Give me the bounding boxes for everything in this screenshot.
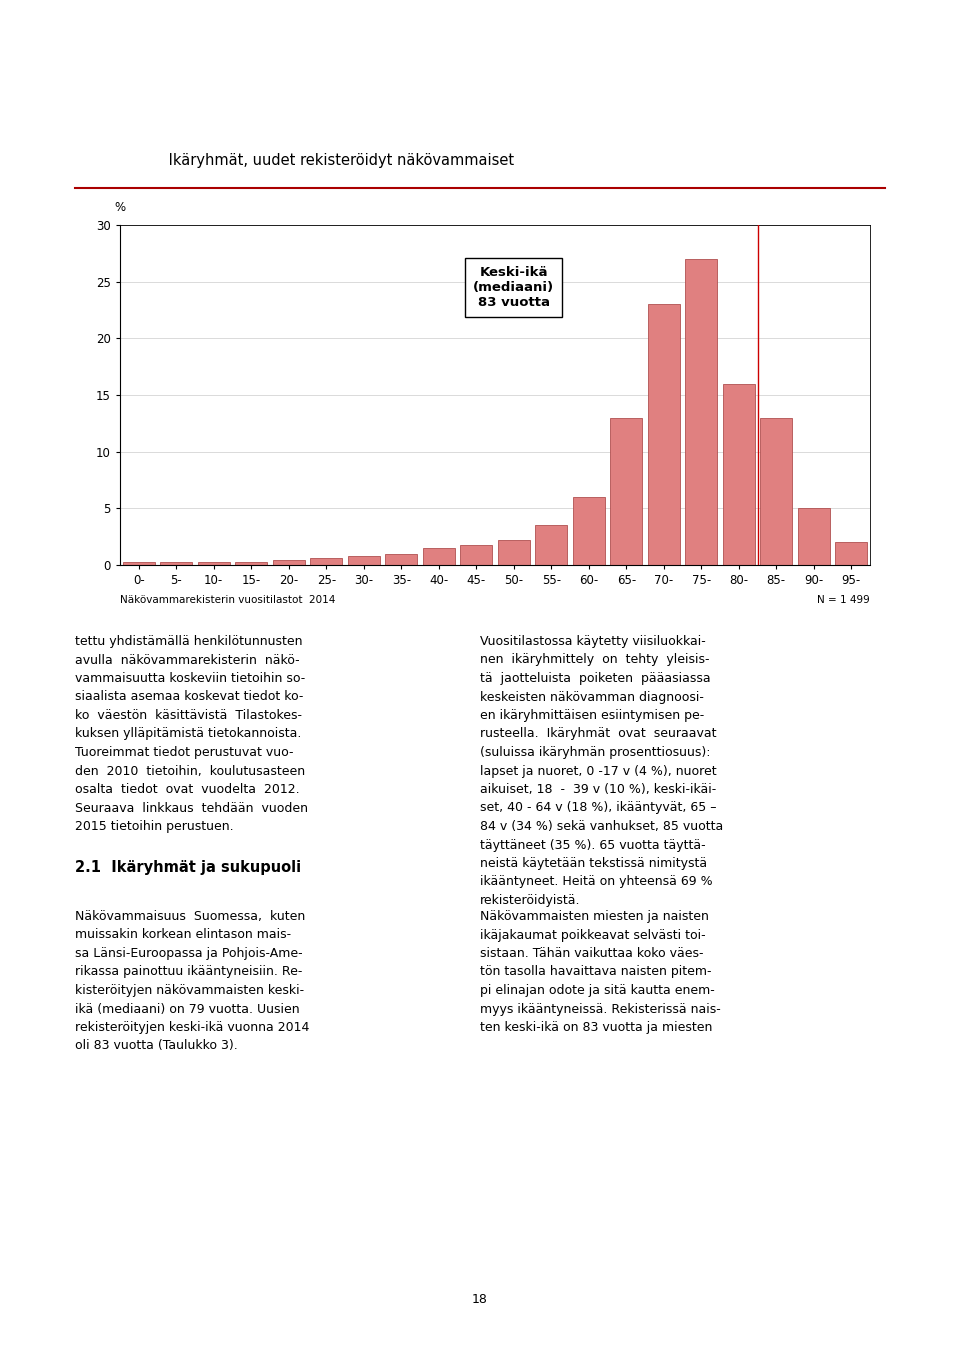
Bar [273,560,304,565]
Bar [460,545,492,565]
Bar [648,304,680,565]
Bar [198,561,229,565]
Bar [310,559,342,565]
Text: %: % [114,201,126,214]
Bar [536,525,567,565]
Text: N = 1 499: N = 1 499 [817,595,870,604]
Bar [798,509,829,565]
Text: Näkövammarekisterin vuositilastot  2014: Näkövammarekisterin vuositilastot 2014 [120,595,335,604]
Bar [611,417,642,565]
Text: Näkövammaisuus  Suomessa,  kuten
muissakin korkean elintason mais-
sa Länsi-Euro: Näkövammaisuus Suomessa, kuten muissakin… [75,910,309,1053]
Text: Keski-ikä
(mediaani)
83 vuotta: Keski-ikä (mediaani) 83 vuotta [473,265,554,308]
Text: Ikäryhmät, uudet rekisteröidyt näkövammaiset: Ikäryhmät, uudet rekisteröidyt näkövamma… [164,153,515,168]
Bar [723,384,755,565]
Bar [685,258,717,565]
Bar [123,561,155,565]
Bar [385,553,418,565]
Bar [573,497,605,565]
Bar [422,548,455,565]
Text: Kuvio 2.: Kuvio 2. [84,153,148,168]
Bar [760,417,792,565]
Bar [835,542,867,565]
Text: tettu yhdistämällä henkilötunnusten
avulla  näkövammarekisterin  näkö-
vammaisuu: tettu yhdistämällä henkilötunnusten avul… [75,635,308,833]
Text: 18: 18 [472,1292,488,1306]
Bar [348,556,380,565]
Text: Vuositilastossa käytetty viisiluokkai-
nen  ikäryhmittely  on  tehty  yleisis-
t: Vuositilastossa käytetty viisiluokkai- n… [480,635,723,907]
Text: Näkövammaisten miesten ja naisten
ikäjakaumat poikkeavat selvästi toi-
sistaan. : Näkövammaisten miesten ja naisten ikäjak… [480,910,721,1034]
Bar [498,540,530,565]
Text: 2.1  Ikäryhmät ja sukupuoli: 2.1 Ikäryhmät ja sukupuoli [75,860,301,875]
Bar [160,561,192,565]
Bar [235,561,267,565]
